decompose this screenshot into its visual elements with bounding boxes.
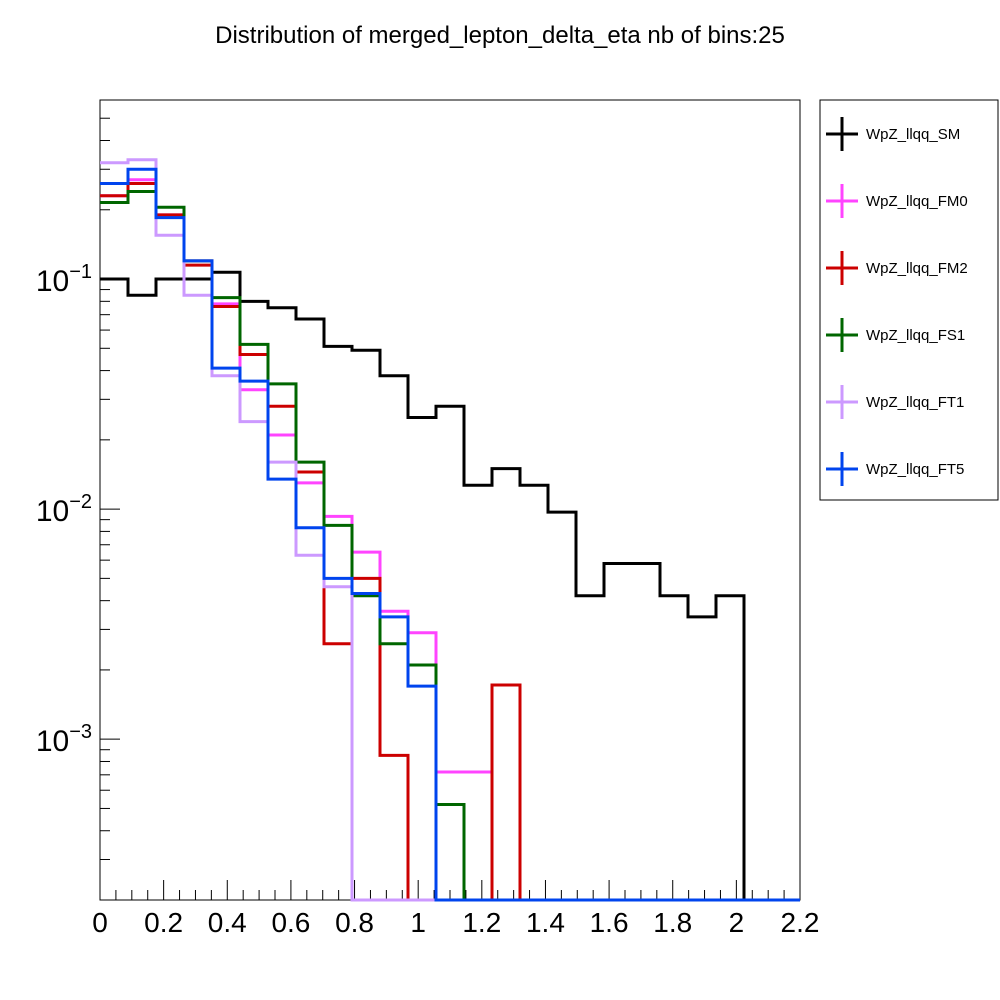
- x-tick-label: 0.8: [335, 907, 374, 938]
- legend-label: WpZ_llqq_FM2: [866, 260, 968, 277]
- series-line-wpz-llqq-ft5: [100, 167, 800, 902]
- legend-label: WpZ_llqq_FS1: [866, 327, 965, 344]
- x-tick-label: 0.4: [208, 907, 247, 938]
- series-line-wpz-llqq-ft1: [100, 158, 800, 902]
- legend-label: WpZ_llqq_FT1: [866, 394, 964, 411]
- legend-label: WpZ_llqq_SM: [866, 126, 960, 143]
- legend-entry-wpz-llqq-ft5: WpZ_llqq_FT5: [826, 452, 964, 486]
- x-tick-label: 2.2: [781, 907, 820, 938]
- x-tick-label: 0.2: [144, 907, 183, 938]
- axes-layer: 0 0.2 0.4 0.6 0.8 1 1.2 1.4 1.6 1.8 2 2.2 10−1 10−2 10…: [36, 117, 820, 938]
- legend-entry-wpz-llqq-fm0: WpZ_llqq_FM0: [826, 184, 968, 218]
- x-tick-label: 2: [729, 907, 745, 938]
- legend-entry-wpz-llqq-fm2: WpZ_llqq_FM2: [826, 251, 968, 285]
- chart-title: Distribution of merged_lepton_delta_eta …: [215, 22, 785, 49]
- series-line-wpz-llqq-fm2: [100, 182, 800, 902]
- series-line-wpz-llqq-fs1: [100, 190, 800, 902]
- series-layer: [100, 158, 800, 902]
- legend-label: WpZ_llqq_FM0: [866, 193, 968, 210]
- x-tick-label: 1.6: [590, 907, 629, 938]
- y-tick-label: 10−2: [36, 491, 92, 528]
- y-tick-label: 10−3: [36, 721, 92, 758]
- legend-entry-wpz-llqq-sm: WpZ_llqq_SM: [826, 117, 960, 151]
- plot-frame: [99, 99, 801, 901]
- legend-entry-wpz-llqq-fs1: WpZ_llqq_FS1: [826, 318, 965, 352]
- legend-label: WpZ_llqq_FT5: [866, 461, 964, 478]
- legend-entry-wpz-llqq-ft1: WpZ_llqq_FT1: [826, 385, 964, 419]
- x-tick-label: 0.6: [271, 907, 310, 938]
- y-tick-label: 10−1: [36, 261, 92, 298]
- x-tick-label: 1.8: [653, 907, 692, 938]
- x-tick-label: 1.2: [462, 907, 501, 938]
- legend: WpZ_llqq_SM WpZ_llqq_FM0 WpZ_llqq_FM2 WpZ_l…: [826, 117, 968, 486]
- legend-box: [819, 99, 999, 501]
- x-tick-label: 1.4: [526, 907, 565, 938]
- series-line-wpz-llqq-fm0: [100, 178, 800, 902]
- x-tick-label: 1: [410, 907, 426, 938]
- x-tick-label: 0: [92, 907, 108, 938]
